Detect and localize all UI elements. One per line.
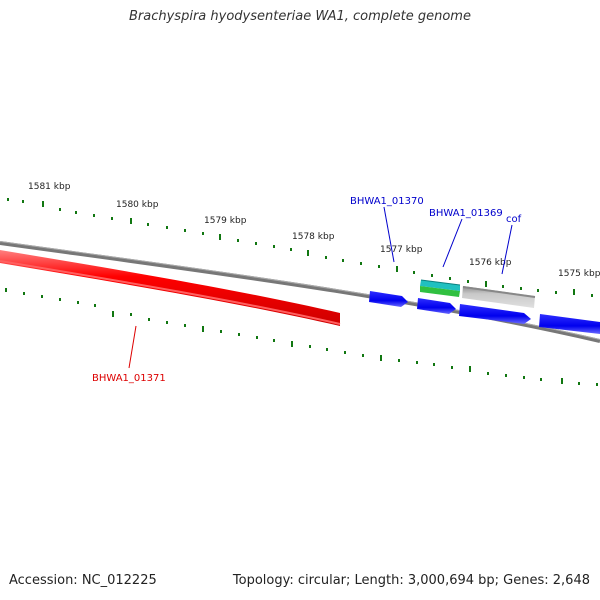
tick-label-1575: 1575 kbp [558,269,600,279]
accession-text: Accession: NC_012225 [9,573,157,588]
gene-cof[interactable] [462,286,536,308]
gene-bhwa1-01369[interactable] [420,279,461,297]
gene-forward-block-3[interactable] [459,304,531,324]
tick-label-1581: 1581 kbp [28,182,71,192]
inner-ruler-ticks [5,288,598,386]
leader-line-cof [501,224,513,275]
gene-label-cof[interactable]: cof [506,214,522,225]
leader-line-01371 [128,325,137,369]
leader-line-01370 [383,206,395,263]
tick-label-1576: 1576 kbp [469,258,512,268]
tick-label-1578: 1578 kbp [292,232,335,242]
tick-label-1577: 1577 kbp [380,245,423,255]
genome-summary-text: Topology: circular; Length: 3,000,694 bp… [232,573,590,588]
tick-label-1580: 1580 kbp [116,200,159,210]
gene-bhwa1-01371[interactable] [0,250,341,326]
gene-bhwa1-01369-forward[interactable] [417,298,456,314]
outer-ruler-ticks [7,198,593,297]
gene-label-bhwa1-01371[interactable]: BHWA1_01371 [92,373,166,384]
gene-label-bhwa1-01369[interactable]: BHWA1_01369 [429,208,503,219]
genome-title: Brachyspira hyodysenteriae WA1, complete… [129,9,471,24]
gene-forward-block-4[interactable] [539,314,600,334]
gene-bhwa1-01370[interactable] [369,291,408,307]
tick-label-1579: 1579 kbp [204,216,247,226]
gene-label-bhwa1-01370[interactable]: BHWA1_01370 [350,196,424,207]
leader-line-01369 [442,218,463,268]
